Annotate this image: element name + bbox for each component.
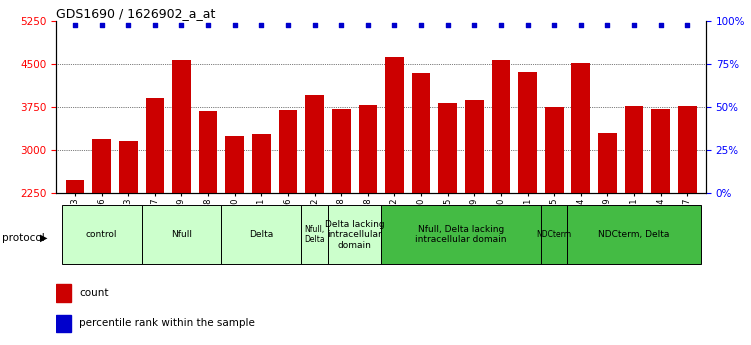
Point <box>388 22 400 28</box>
Point <box>681 22 693 28</box>
Point <box>335 22 347 28</box>
Point <box>575 22 587 28</box>
Bar <box>439 103 457 323</box>
Point <box>628 22 640 28</box>
Bar <box>222 205 301 264</box>
Text: Nfull, Delta lacking
intracellular domain: Nfull, Delta lacking intracellular domai… <box>415 225 507 244</box>
Bar <box>332 109 351 323</box>
Bar <box>412 73 430 323</box>
Point <box>469 22 481 28</box>
Point <box>202 22 214 28</box>
Text: ▶: ▶ <box>40 233 47 243</box>
Bar <box>199 111 217 323</box>
Bar <box>252 134 270 323</box>
Point <box>122 22 134 28</box>
Bar <box>678 106 697 323</box>
Text: Delta lacking
intracellular
domain: Delta lacking intracellular domain <box>324 220 385 249</box>
Bar <box>385 57 404 323</box>
Bar <box>146 98 164 323</box>
Point <box>255 22 267 28</box>
Bar <box>545 107 563 323</box>
Text: GDS1690 / 1626902_a_at: GDS1690 / 1626902_a_at <box>56 7 216 20</box>
Text: Nfull: Nfull <box>171 230 192 239</box>
Point <box>362 22 374 28</box>
Bar <box>651 109 670 323</box>
Text: Nfull,
Delta: Nfull, Delta <box>304 225 325 244</box>
Text: count: count <box>79 288 109 298</box>
Bar <box>92 139 111 323</box>
Bar <box>541 205 568 264</box>
Bar <box>358 105 377 323</box>
Bar <box>465 100 484 323</box>
Point <box>602 22 614 28</box>
Text: NDCterm, Delta: NDCterm, Delta <box>599 230 670 239</box>
Point <box>521 22 533 28</box>
Bar <box>56 284 71 302</box>
Bar <box>572 63 590 323</box>
Text: percentile rank within the sample: percentile rank within the sample <box>79 318 255 328</box>
Bar <box>172 60 191 323</box>
Point <box>655 22 667 28</box>
Text: control: control <box>86 230 117 239</box>
Point <box>495 22 507 28</box>
Bar <box>225 136 244 323</box>
Bar <box>65 180 84 323</box>
Point <box>149 22 161 28</box>
Bar <box>328 205 382 264</box>
Bar <box>568 205 701 264</box>
Point <box>309 22 321 28</box>
Bar <box>598 133 617 323</box>
Bar <box>62 205 141 264</box>
Bar <box>382 205 541 264</box>
Point <box>442 22 454 28</box>
Bar <box>141 205 222 264</box>
Text: NDCterm: NDCterm <box>537 230 572 239</box>
Text: Delta: Delta <box>249 230 273 239</box>
Point <box>282 22 294 28</box>
Point <box>69 22 81 28</box>
Bar <box>56 315 71 332</box>
Bar <box>301 205 328 264</box>
Bar <box>625 106 644 323</box>
Point <box>415 22 427 28</box>
Point <box>548 22 560 28</box>
Bar <box>119 141 137 323</box>
Point <box>229 22 241 28</box>
Bar <box>518 72 537 323</box>
Text: protocol: protocol <box>2 233 45 243</box>
Point <box>176 22 188 28</box>
Bar <box>492 60 510 323</box>
Bar <box>279 110 297 323</box>
Point <box>95 22 107 28</box>
Bar <box>305 96 324 323</box>
